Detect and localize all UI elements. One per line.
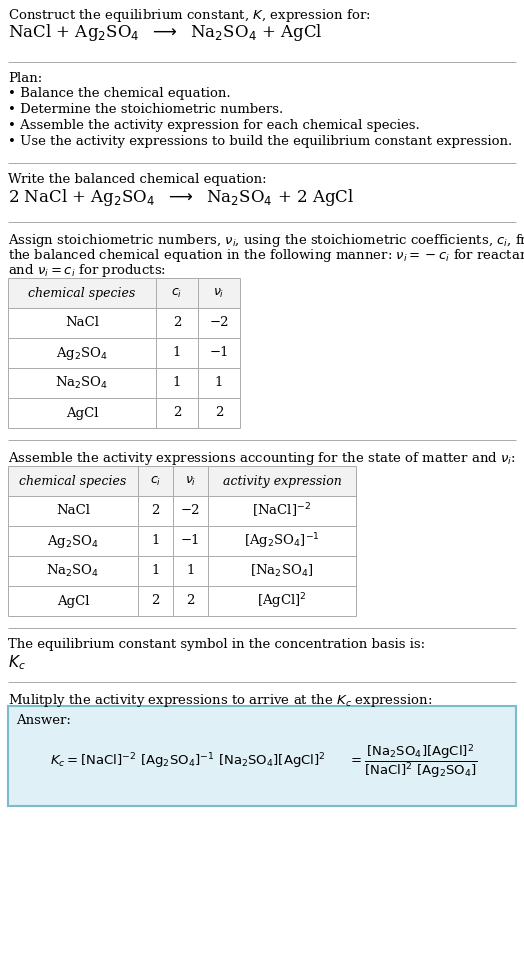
Text: Mulitply the activity expressions to arrive at the $K_c$ expression:: Mulitply the activity expressions to arr… bbox=[8, 692, 432, 709]
Text: Ag$_2$SO$_4$: Ag$_2$SO$_4$ bbox=[47, 532, 99, 549]
Text: The equilibrium constant symbol in the concentration basis is:: The equilibrium constant symbol in the c… bbox=[8, 638, 425, 651]
Text: $\nu_i$: $\nu_i$ bbox=[213, 286, 225, 300]
Text: 2: 2 bbox=[215, 407, 223, 419]
Text: NaCl + Ag$_2$SO$_4$  $\longrightarrow$  Na$_2$SO$_4$ + AgCl: NaCl + Ag$_2$SO$_4$ $\longrightarrow$ Na… bbox=[8, 22, 323, 43]
Text: 1: 1 bbox=[173, 376, 181, 389]
Text: NaCl: NaCl bbox=[65, 317, 99, 329]
Text: • Assemble the activity expression for each chemical species.: • Assemble the activity expression for e… bbox=[8, 119, 420, 132]
Text: 1: 1 bbox=[173, 346, 181, 360]
Text: Write the balanced chemical equation:: Write the balanced chemical equation: bbox=[8, 173, 267, 186]
Text: Construct the equilibrium constant, $K$, expression for:: Construct the equilibrium constant, $K$,… bbox=[8, 7, 370, 24]
Text: 2: 2 bbox=[151, 504, 160, 518]
Text: activity expression: activity expression bbox=[223, 475, 341, 487]
Text: $\nu_i$: $\nu_i$ bbox=[185, 475, 196, 487]
Text: • Balance the chemical equation.: • Balance the chemical equation. bbox=[8, 87, 231, 100]
Text: Assign stoichiometric numbers, $\nu_i$, using the stoichiometric coefficients, $: Assign stoichiometric numbers, $\nu_i$, … bbox=[8, 232, 524, 249]
FancyBboxPatch shape bbox=[8, 706, 516, 806]
Text: [NaCl]$^{-2}$: [NaCl]$^{-2}$ bbox=[253, 501, 311, 521]
Text: −1: −1 bbox=[181, 535, 200, 547]
Text: 1: 1 bbox=[151, 535, 160, 547]
Text: [AgCl]$^2$: [AgCl]$^2$ bbox=[257, 591, 307, 611]
Text: chemical species: chemical species bbox=[28, 286, 136, 300]
Text: $c_i$: $c_i$ bbox=[171, 286, 183, 300]
Text: −2: −2 bbox=[209, 317, 229, 329]
Text: AgCl: AgCl bbox=[66, 407, 99, 419]
Text: −2: −2 bbox=[181, 504, 200, 518]
Text: 2: 2 bbox=[151, 594, 160, 608]
Text: [Na$_2$SO$_4$]: [Na$_2$SO$_4$] bbox=[250, 563, 314, 579]
Text: NaCl: NaCl bbox=[56, 504, 90, 518]
Text: 1: 1 bbox=[187, 565, 195, 577]
Text: • Use the activity expressions to build the equilibrium constant expression.: • Use the activity expressions to build … bbox=[8, 135, 512, 148]
Text: 2 NaCl + Ag$_2$SO$_4$  $\longrightarrow$  Na$_2$SO$_4$ + 2 AgCl: 2 NaCl + Ag$_2$SO$_4$ $\longrightarrow$ … bbox=[8, 187, 354, 208]
Text: • Determine the stoichiometric numbers.: • Determine the stoichiometric numbers. bbox=[8, 103, 283, 116]
Text: [Ag$_2$SO$_4$]$^{-1}$: [Ag$_2$SO$_4$]$^{-1}$ bbox=[244, 531, 320, 551]
Bar bbox=[8, 466, 356, 496]
Text: Na$_2$SO$_4$: Na$_2$SO$_4$ bbox=[56, 375, 108, 391]
Text: $c_i$: $c_i$ bbox=[150, 475, 161, 487]
Text: −1: −1 bbox=[209, 346, 229, 360]
Text: Assemble the activity expressions accounting for the state of matter and $\nu_i$: Assemble the activity expressions accoun… bbox=[8, 450, 516, 467]
Text: Plan:: Plan: bbox=[8, 72, 42, 85]
Text: Ag$_2$SO$_4$: Ag$_2$SO$_4$ bbox=[56, 345, 108, 362]
Text: $= \dfrac{\mathrm{[Na_2SO_4][AgCl]^2}}{\mathrm{[NaCl]^2\ [Ag_2SO_4]}}$: $= \dfrac{\mathrm{[Na_2SO_4][AgCl]^2}}{\… bbox=[348, 742, 478, 780]
Text: $K_c = \mathrm{[NaCl]^{-2}\ [Ag_2SO_4]^{-1}\ [Na_2SO_4][AgCl]^{2}}$: $K_c = \mathrm{[NaCl]^{-2}\ [Ag_2SO_4]^{… bbox=[50, 751, 326, 770]
Text: AgCl: AgCl bbox=[57, 594, 89, 608]
Text: Answer:: Answer: bbox=[16, 714, 71, 727]
Text: the balanced chemical equation in the following manner: $\nu_i = -c_i$ for react: the balanced chemical equation in the fo… bbox=[8, 247, 524, 264]
Text: 2: 2 bbox=[173, 317, 181, 329]
Text: 2: 2 bbox=[187, 594, 195, 608]
Text: chemical species: chemical species bbox=[19, 475, 127, 487]
Text: 1: 1 bbox=[215, 376, 223, 389]
Text: 2: 2 bbox=[173, 407, 181, 419]
Text: $K_c$: $K_c$ bbox=[8, 653, 26, 672]
Bar bbox=[8, 278, 240, 308]
Text: 1: 1 bbox=[151, 565, 160, 577]
Text: and $\nu_i = c_i$ for products:: and $\nu_i = c_i$ for products: bbox=[8, 262, 166, 279]
Text: Na$_2$SO$_4$: Na$_2$SO$_4$ bbox=[46, 563, 100, 579]
